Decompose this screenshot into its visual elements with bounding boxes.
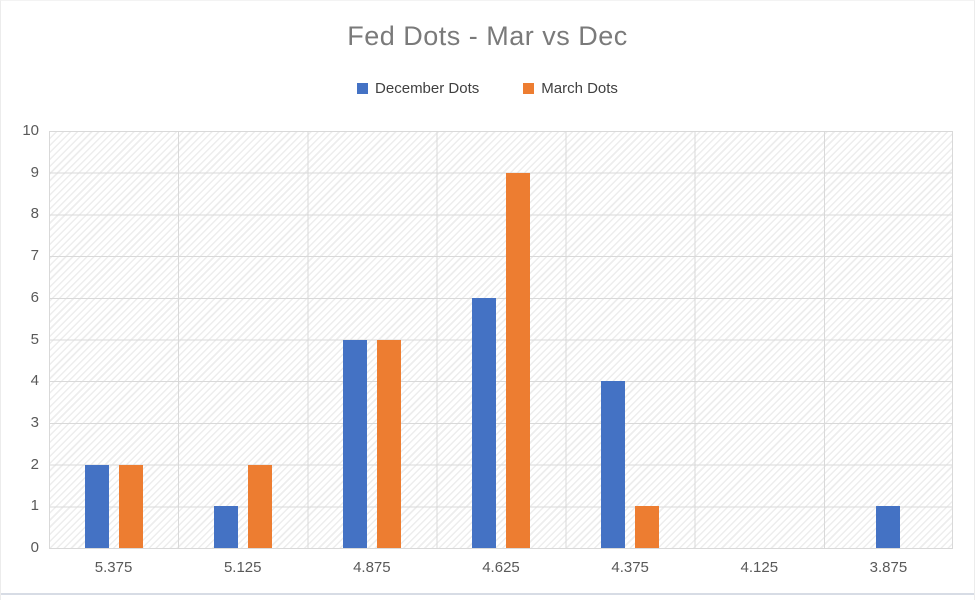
x-axis-label-4.375: 4.375 — [611, 559, 649, 576]
x-axis-label-4.875: 4.875 — [353, 559, 391, 576]
y-axis-label-3: 3 — [30, 413, 39, 431]
x-axis-label-5.375: 5.375 — [94, 559, 133, 576]
x-axis-label-3.875: 3.875 — [869, 559, 908, 576]
x-axis-label-4.625: 4.625 — [482, 559, 520, 576]
y-axis-label-10: 10 — [22, 122, 39, 139]
legend: December Dots March Dots — [1, 80, 974, 97]
legend-swatch-march-dots-icon — [523, 83, 535, 94]
y-axis-label-5: 5 — [30, 330, 39, 348]
bar-december-dots-5.375 — [84, 464, 109, 548]
legend-item-march-dots: March Dots — [523, 80, 618, 97]
bar-december-dots-4.375 — [600, 381, 625, 548]
category-group-5.125 — [178, 131, 307, 548]
bar-december-dots-5.125 — [213, 506, 238, 548]
category-group-4.125 — [694, 131, 823, 548]
bar-december-dots-3.875 — [875, 506, 900, 548]
bar-march-dots-4.875 — [376, 339, 401, 548]
y-axis-label-1: 1 — [30, 497, 39, 515]
bar-december-dots-4.875 — [342, 339, 367, 548]
x-axis-label-4.125: 4.125 — [740, 559, 779, 576]
x-axis: 5.375 5.125 4.875 4.625 4.375 4.125 3.875 — [49, 559, 953, 576]
bar-march-dots-4.625 — [505, 172, 530, 548]
y-axis-label-6: 6 — [30, 288, 39, 306]
y-axis-label-8: 8 — [30, 205, 39, 223]
plot-area — [49, 131, 953, 549]
legend-swatch-december-dots-icon — [357, 83, 369, 94]
bar-march-dots-5.125 — [247, 464, 272, 548]
legend-label-march-dots: March Dots — [541, 80, 618, 97]
y-axis-label-2: 2 — [30, 455, 39, 473]
bar-december-dots-4.625 — [471, 297, 496, 548]
category-group-4.625 — [436, 131, 565, 548]
bar-march-dots-5.375 — [118, 464, 143, 548]
y-axis-label-0: 0 — [30, 539, 39, 556]
category-group-3.875 — [823, 131, 952, 548]
category-group-4.875 — [307, 131, 436, 548]
category-group-5.375 — [49, 131, 178, 548]
y-axis-label-4: 4 — [30, 372, 39, 390]
category-group-4.375 — [565, 131, 694, 548]
chart-title: Fed Dots - Mar vs Dec — [347, 21, 628, 51]
legend-label-december-dots: December Dots — [375, 80, 480, 97]
y-axis-label-7: 7 — [30, 247, 39, 265]
y-axis: 0 1 2 3 4 5 6 7 8 9 10 — [1, 122, 39, 556]
x-axis-label-5.125: 5.125 — [223, 559, 262, 576]
chart-frame-bottom-border — [1, 593, 974, 595]
bar-march-dots-4.375 — [634, 506, 659, 548]
legend-item-december-dots: December Dots — [357, 80, 479, 97]
y-axis-label-9: 9 — [30, 163, 39, 181]
